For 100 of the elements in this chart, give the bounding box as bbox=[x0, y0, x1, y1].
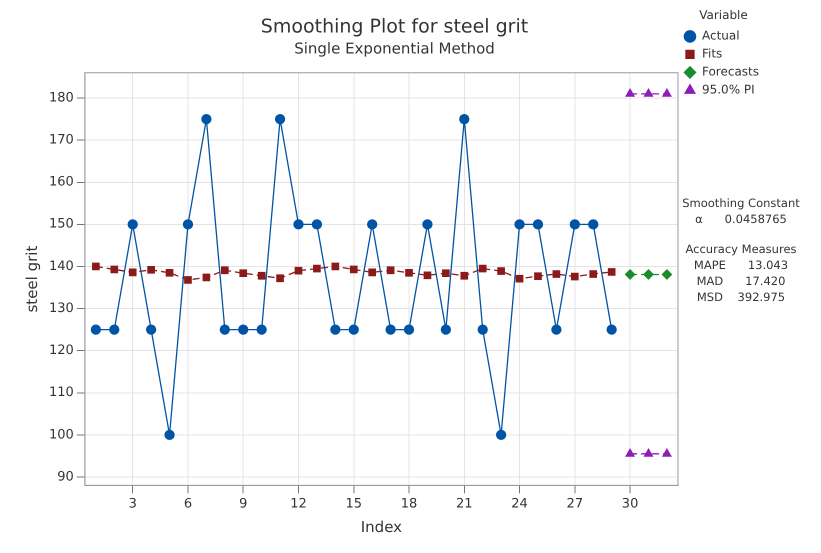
point bbox=[128, 219, 138, 230]
point bbox=[514, 219, 525, 230]
point bbox=[606, 324, 617, 335]
point bbox=[110, 266, 118, 274]
x-tick-label: 27 bbox=[566, 496, 584, 512]
point bbox=[332, 262, 340, 270]
text: MAD 17.420 bbox=[696, 273, 786, 289]
point bbox=[643, 269, 654, 280]
text: MAPE 13.043 bbox=[692, 257, 790, 273]
point bbox=[624, 269, 636, 280]
point bbox=[276, 274, 284, 282]
point bbox=[626, 448, 635, 457]
legend-label: Forecasts bbox=[702, 64, 759, 79]
point bbox=[552, 270, 560, 278]
x-tick-label: 9 bbox=[239, 496, 248, 512]
point bbox=[386, 266, 394, 274]
point bbox=[313, 264, 321, 272]
y-tick-label: 110 bbox=[48, 385, 74, 400]
point bbox=[405, 268, 413, 277]
point bbox=[293, 219, 304, 230]
point bbox=[220, 266, 229, 274]
y-tick-label: 130 bbox=[48, 300, 74, 316]
point bbox=[146, 324, 156, 335]
point bbox=[239, 269, 248, 278]
point bbox=[238, 324, 248, 335]
point bbox=[201, 114, 212, 124]
text: Accuracy Measures bbox=[684, 241, 798, 257]
point bbox=[644, 88, 654, 97]
y-tick-label: 160 bbox=[48, 174, 74, 190]
text: MSD 392.975 bbox=[696, 289, 786, 305]
x-tick-label: 15 bbox=[345, 496, 362, 512]
point bbox=[551, 324, 562, 335]
y-axis-title: steel grit bbox=[22, 246, 41, 313]
y-tick-label: 140 bbox=[48, 258, 74, 274]
point bbox=[166, 268, 174, 277]
point bbox=[294, 266, 302, 275]
point bbox=[404, 324, 414, 335]
point bbox=[496, 430, 506, 440]
point bbox=[626, 88, 635, 97]
x-tick-label: 6 bbox=[184, 496, 192, 512]
point bbox=[516, 274, 524, 283]
point bbox=[570, 219, 580, 230]
text: α 0.0458765 bbox=[694, 211, 788, 227]
point bbox=[459, 114, 470, 124]
point bbox=[532, 219, 544, 230]
point bbox=[662, 88, 672, 97]
x-tick-label: 30 bbox=[622, 496, 638, 512]
legend-label: Actual bbox=[702, 28, 740, 43]
point bbox=[147, 266, 155, 274]
y-tick-label: 150 bbox=[48, 216, 74, 232]
y-tick-label: 100 bbox=[48, 427, 74, 442]
point bbox=[90, 324, 102, 335]
point bbox=[368, 268, 376, 276]
chart-title: Smoothing Plot for steel grit bbox=[260, 15, 528, 38]
point bbox=[109, 324, 120, 335]
point bbox=[312, 219, 322, 230]
point bbox=[348, 324, 359, 335]
y-tick-label: 90 bbox=[57, 469, 74, 484]
point bbox=[589, 270, 598, 278]
point bbox=[497, 267, 505, 275]
point bbox=[128, 268, 137, 276]
x-tick-label: 21 bbox=[456, 496, 473, 512]
legend-label: Fits bbox=[702, 46, 722, 61]
point bbox=[385, 324, 396, 335]
point bbox=[662, 448, 672, 457]
point bbox=[460, 272, 468, 280]
point bbox=[182, 219, 194, 230]
point bbox=[220, 324, 230, 335]
point bbox=[478, 324, 488, 335]
point bbox=[92, 262, 100, 270]
point bbox=[202, 274, 210, 282]
y-tick-label: 180 bbox=[48, 90, 74, 106]
point bbox=[588, 219, 598, 230]
point bbox=[350, 266, 358, 274]
x-tick-label: 24 bbox=[511, 496, 528, 512]
point bbox=[424, 271, 432, 280]
point bbox=[478, 264, 487, 272]
legend-label: 95.0% PI bbox=[702, 82, 755, 97]
point bbox=[422, 219, 433, 230]
point bbox=[608, 268, 616, 276]
point bbox=[534, 272, 542, 280]
y-tick-label: 170 bbox=[48, 132, 74, 148]
point bbox=[442, 269, 450, 278]
point bbox=[256, 324, 267, 335]
legend-title: Variable bbox=[699, 8, 748, 22]
text: Smoothing Constant bbox=[681, 195, 801, 211]
point bbox=[258, 272, 266, 280]
x-tick-label: 12 bbox=[290, 496, 307, 512]
x-tick-label: 18 bbox=[400, 496, 418, 512]
x-tick-label: 3 bbox=[128, 496, 137, 512]
point bbox=[330, 324, 340, 335]
chart-subtitle: Single Exponential Method bbox=[294, 40, 495, 58]
point bbox=[440, 324, 452, 335]
y-tick-label: 120 bbox=[48, 343, 74, 358]
point bbox=[367, 219, 378, 230]
x-axis-title: Index bbox=[360, 518, 402, 536]
point bbox=[662, 269, 672, 280]
point bbox=[184, 276, 192, 284]
point bbox=[274, 114, 286, 124]
point bbox=[644, 448, 654, 457]
